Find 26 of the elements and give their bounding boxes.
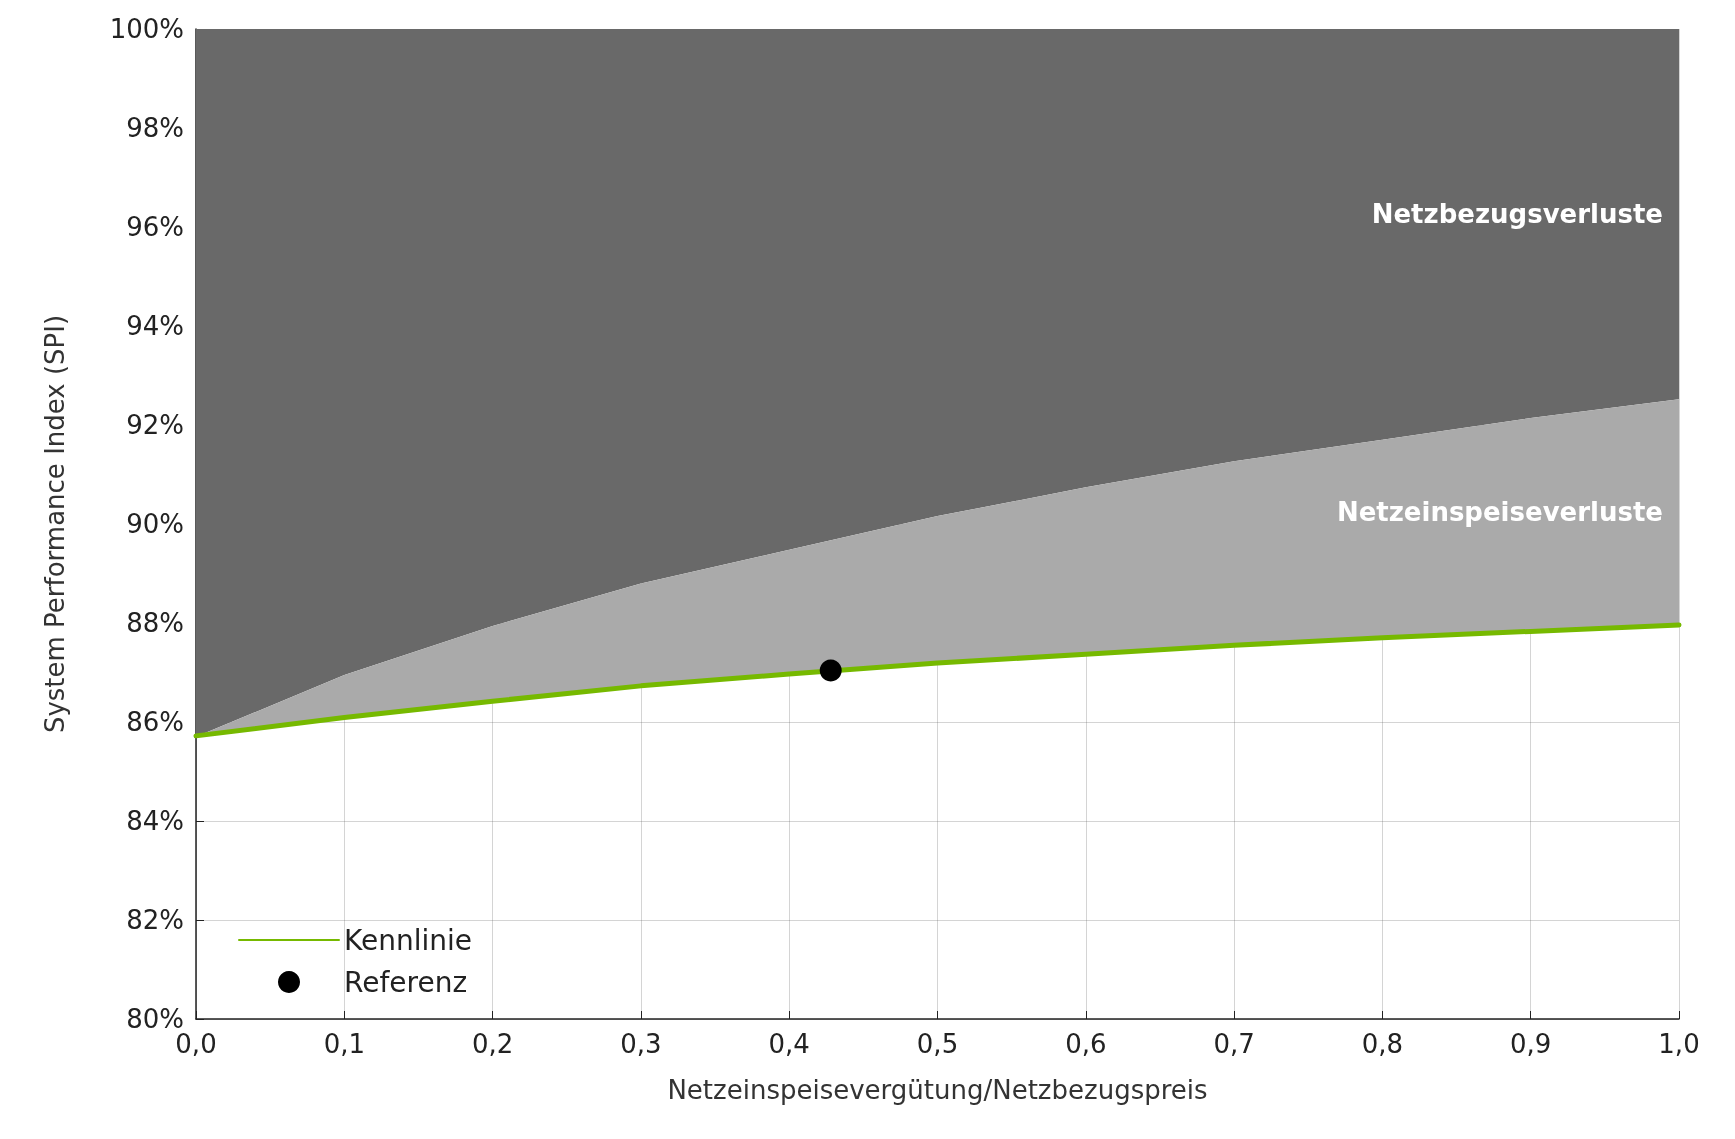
y-tick-label: 90% <box>126 509 184 539</box>
y-tick-label: 96% <box>126 212 184 242</box>
x-tick-label: 0,5 <box>916 1029 959 1059</box>
y-tick-label: 100% <box>109 14 184 44</box>
x-tick-label: 0,2 <box>471 1029 514 1059</box>
y-axis-title: System Performance Index (SPI) <box>40 314 70 734</box>
x-tick-label: 0,6 <box>1065 1029 1107 1059</box>
y-tick-label: 88% <box>126 608 184 638</box>
x-axis-title: Netzeinspeisevergütung/Netzbezugspreis <box>667 1075 1208 1105</box>
y-tick-label: 84% <box>126 806 184 836</box>
y-tick-label: 92% <box>126 410 184 440</box>
x-tick-label: 0,9 <box>1510 1029 1552 1059</box>
x-tick-label: 0,1 <box>323 1029 365 1059</box>
y-tick-label: 82% <box>126 905 184 935</box>
series-label: Netzeinspeiseverluste <box>1336 497 1663 528</box>
y-tick-label: 94% <box>126 311 184 341</box>
x-tick-label: 0,3 <box>620 1029 662 1059</box>
x-tick-label: 1,0 <box>1658 1029 1700 1059</box>
x-tick-label: 0,8 <box>1361 1029 1404 1059</box>
y-tick-label: 86% <box>126 707 184 737</box>
y-tick-label: 98% <box>126 113 184 143</box>
x-tick-label: 0,4 <box>768 1029 810 1059</box>
series-label: Netzbezugsverluste <box>1371 199 1663 230</box>
legend-label: Kennlinie <box>344 923 472 957</box>
x-tick-label: 0,7 <box>1213 1029 1255 1059</box>
legend-label: Referenz <box>344 965 468 999</box>
